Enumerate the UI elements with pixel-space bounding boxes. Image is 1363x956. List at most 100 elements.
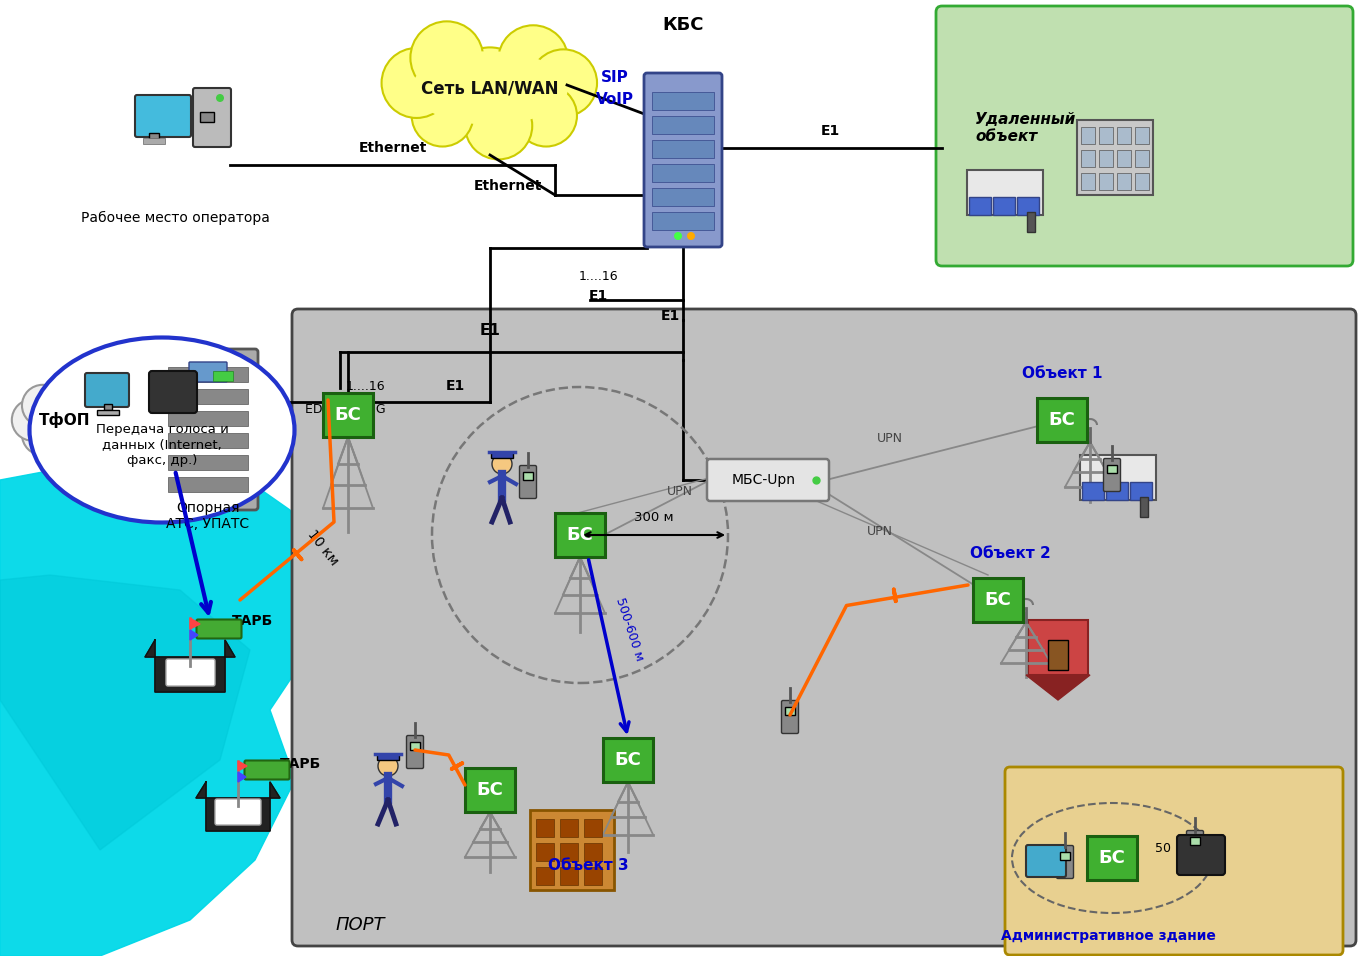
FancyBboxPatch shape xyxy=(168,455,248,470)
Circle shape xyxy=(45,374,86,415)
FancyBboxPatch shape xyxy=(168,433,248,448)
FancyBboxPatch shape xyxy=(536,819,553,837)
FancyBboxPatch shape xyxy=(1104,459,1120,491)
FancyBboxPatch shape xyxy=(652,188,714,206)
FancyBboxPatch shape xyxy=(491,452,512,458)
Text: E1: E1 xyxy=(821,124,840,138)
FancyBboxPatch shape xyxy=(583,867,602,885)
FancyBboxPatch shape xyxy=(966,170,1043,215)
FancyBboxPatch shape xyxy=(652,92,714,110)
FancyBboxPatch shape xyxy=(406,735,424,769)
FancyBboxPatch shape xyxy=(1178,835,1225,875)
Circle shape xyxy=(382,48,451,118)
FancyBboxPatch shape xyxy=(1081,173,1094,190)
FancyBboxPatch shape xyxy=(135,95,191,137)
FancyBboxPatch shape xyxy=(244,761,289,779)
Text: ПОРТ: ПОРТ xyxy=(335,916,384,934)
Polygon shape xyxy=(189,630,198,640)
FancyBboxPatch shape xyxy=(1099,150,1114,167)
FancyBboxPatch shape xyxy=(168,367,248,382)
FancyBboxPatch shape xyxy=(583,843,602,861)
Text: UPN: UPN xyxy=(876,432,904,445)
Circle shape xyxy=(22,414,63,455)
FancyBboxPatch shape xyxy=(323,393,373,437)
FancyBboxPatch shape xyxy=(1077,120,1153,195)
Text: Административное здание: Административное здание xyxy=(1000,929,1216,943)
FancyBboxPatch shape xyxy=(378,754,399,760)
FancyBboxPatch shape xyxy=(1081,150,1094,167)
Text: UPN: UPN xyxy=(667,485,692,498)
Ellipse shape xyxy=(30,337,294,523)
Circle shape xyxy=(673,232,682,240)
Text: Сеть LAN/WAN: Сеть LAN/WAN xyxy=(421,79,559,97)
FancyBboxPatch shape xyxy=(1088,836,1137,880)
Circle shape xyxy=(410,21,484,94)
FancyBboxPatch shape xyxy=(1130,482,1152,500)
FancyBboxPatch shape xyxy=(781,701,799,733)
FancyBboxPatch shape xyxy=(1187,831,1204,863)
Polygon shape xyxy=(144,640,234,692)
FancyBboxPatch shape xyxy=(583,819,602,837)
Text: БС: БС xyxy=(334,406,361,424)
FancyBboxPatch shape xyxy=(1139,497,1148,517)
FancyBboxPatch shape xyxy=(465,768,515,812)
Ellipse shape xyxy=(412,52,568,124)
Text: 50 М: 50 М xyxy=(1154,842,1186,855)
FancyBboxPatch shape xyxy=(149,371,198,413)
FancyBboxPatch shape xyxy=(149,133,159,139)
FancyBboxPatch shape xyxy=(1005,767,1343,955)
FancyBboxPatch shape xyxy=(1081,127,1094,144)
FancyBboxPatch shape xyxy=(1026,212,1035,232)
Circle shape xyxy=(378,756,398,776)
Text: ТАРБ: ТАРБ xyxy=(279,757,322,771)
FancyBboxPatch shape xyxy=(1082,482,1104,500)
Circle shape xyxy=(67,385,108,426)
FancyBboxPatch shape xyxy=(1079,455,1156,500)
Circle shape xyxy=(492,454,512,474)
Circle shape xyxy=(515,85,577,146)
Text: БС: БС xyxy=(477,781,503,799)
Text: ТфОП: ТфОП xyxy=(40,412,91,428)
FancyBboxPatch shape xyxy=(707,459,829,501)
FancyBboxPatch shape xyxy=(652,116,714,134)
FancyBboxPatch shape xyxy=(1028,620,1088,675)
FancyBboxPatch shape xyxy=(1118,127,1131,144)
Polygon shape xyxy=(196,782,279,831)
Circle shape xyxy=(67,414,108,455)
FancyBboxPatch shape xyxy=(602,738,653,782)
FancyBboxPatch shape xyxy=(1135,173,1149,190)
FancyBboxPatch shape xyxy=(292,309,1356,946)
Circle shape xyxy=(687,232,695,240)
FancyBboxPatch shape xyxy=(215,799,260,825)
Polygon shape xyxy=(1026,675,1090,700)
FancyBboxPatch shape xyxy=(536,867,553,885)
FancyBboxPatch shape xyxy=(168,389,248,404)
FancyBboxPatch shape xyxy=(560,867,578,885)
FancyBboxPatch shape xyxy=(523,472,533,480)
FancyBboxPatch shape xyxy=(166,659,215,686)
FancyBboxPatch shape xyxy=(410,742,420,750)
FancyBboxPatch shape xyxy=(1135,150,1149,167)
FancyBboxPatch shape xyxy=(1135,127,1149,144)
Text: E1: E1 xyxy=(661,309,680,323)
Text: Объект 1: Объект 1 xyxy=(1022,366,1103,381)
FancyBboxPatch shape xyxy=(560,843,578,861)
Text: ТАРБ: ТАРБ xyxy=(232,614,273,628)
FancyBboxPatch shape xyxy=(652,164,714,182)
Text: Удаленный
объект: Удаленный объект xyxy=(975,112,1077,144)
FancyBboxPatch shape xyxy=(973,578,1024,622)
Text: БС: БС xyxy=(615,751,642,769)
Text: E1: E1 xyxy=(446,379,465,393)
Polygon shape xyxy=(239,772,245,782)
FancyBboxPatch shape xyxy=(168,411,248,426)
FancyBboxPatch shape xyxy=(213,371,233,381)
Text: Объект 2: Объект 2 xyxy=(969,546,1051,561)
Text: Ethernet: Ethernet xyxy=(474,179,542,193)
FancyBboxPatch shape xyxy=(969,197,991,215)
FancyBboxPatch shape xyxy=(1026,845,1066,877)
FancyBboxPatch shape xyxy=(1099,127,1114,144)
FancyBboxPatch shape xyxy=(104,404,112,410)
FancyBboxPatch shape xyxy=(1118,173,1131,190)
FancyBboxPatch shape xyxy=(1017,197,1039,215)
Text: 300 м: 300 м xyxy=(634,511,673,524)
